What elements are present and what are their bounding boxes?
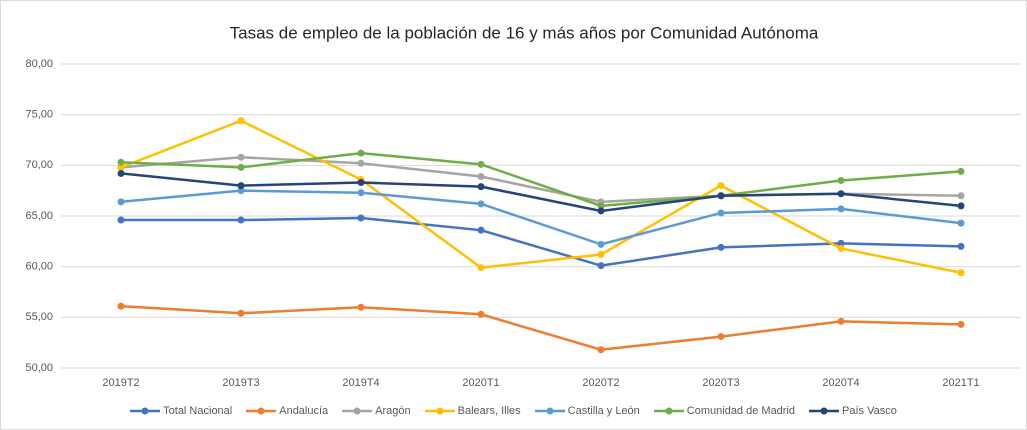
y-tick-label: 55,00 — [25, 311, 53, 323]
x-tick-label: 2020T2 — [582, 377, 619, 389]
point — [117, 198, 125, 206]
series-line — [120, 189, 962, 246]
point — [837, 190, 845, 198]
point — [477, 183, 485, 191]
point — [237, 216, 245, 224]
point — [237, 182, 245, 190]
legend-swatch — [534, 407, 565, 415]
chart-title: Tasas de empleo de la población de 16 y … — [230, 23, 819, 42]
point — [717, 333, 725, 341]
legend: Total Nacional Andalucía Aragón Balears, Il… — [0, 405, 1027, 417]
legend-label: Andalucía — [279, 405, 329, 417]
point — [597, 251, 605, 259]
y-tick-label: 75,00 — [25, 109, 53, 121]
point — [837, 177, 845, 185]
x-tick-label: 2019T2 — [102, 377, 139, 389]
series-line — [120, 151, 962, 208]
point — [357, 179, 365, 187]
x-tick-label: 2020T4 — [822, 377, 859, 389]
point — [957, 167, 965, 175]
point — [957, 192, 965, 200]
point — [597, 240, 605, 248]
legend-swatch — [809, 407, 840, 415]
point — [237, 309, 245, 317]
legend-item: Total Nacional — [130, 405, 232, 417]
point — [957, 219, 965, 227]
point — [357, 159, 365, 167]
legend-item: Castilla y León — [534, 405, 640, 417]
legend-label: Total Nacional — [163, 405, 233, 417]
point — [717, 182, 725, 190]
legend-label: Castilla y León — [567, 405, 640, 417]
legend-item: Comunidad de Madrid — [653, 405, 796, 417]
point — [477, 200, 485, 208]
x-tick-label: 2020T1 — [462, 377, 499, 389]
point — [357, 189, 365, 197]
point — [597, 207, 605, 215]
y-tick-label: 80,00 — [25, 58, 53, 70]
point — [117, 158, 125, 166]
point — [957, 202, 965, 210]
series-line — [120, 172, 962, 213]
point — [117, 169, 125, 177]
point — [357, 303, 365, 311]
legend-label: País Vasco — [842, 405, 897, 417]
x-tick-label: 2021T1 — [942, 377, 979, 389]
legend-swatch — [653, 407, 684, 415]
point — [117, 163, 125, 171]
point — [837, 317, 845, 325]
point — [237, 153, 245, 161]
point — [957, 269, 965, 277]
point — [477, 172, 485, 180]
point — [597, 262, 605, 270]
legend-swatch — [130, 407, 161, 415]
legend-swatch — [246, 407, 277, 415]
legend-swatch — [342, 407, 373, 415]
legend-label: Comunidad de Madrid — [686, 405, 796, 417]
legend-swatch — [424, 407, 455, 415]
legend-label: Aragón — [375, 405, 411, 417]
legend-item: Andalucía — [246, 405, 328, 417]
legend-item: Balears, Illes — [424, 405, 521, 417]
point — [477, 160, 485, 168]
y-tick-label: 50,00 — [25, 362, 53, 374]
point — [477, 264, 485, 272]
x-tick-label: 2019T4 — [342, 377, 379, 389]
series-line — [121, 216, 962, 267]
point — [237, 117, 245, 125]
point — [237, 187, 245, 195]
point — [837, 239, 845, 247]
point — [837, 244, 845, 252]
point — [957, 242, 965, 250]
point — [957, 320, 965, 328]
point — [357, 214, 365, 222]
point — [477, 226, 485, 234]
point — [717, 192, 725, 200]
y-tick-label: 60,00 — [25, 261, 53, 273]
point — [717, 243, 725, 251]
series-line — [120, 119, 962, 274]
point — [597, 346, 605, 354]
legend-label: Balears, Illes — [457, 405, 521, 417]
point — [597, 202, 605, 210]
point — [477, 310, 485, 318]
point — [837, 205, 845, 213]
legend-item: País Vasco — [809, 405, 897, 417]
series-line — [120, 304, 962, 352]
y-tick-label: 70,00 — [25, 159, 53, 171]
x-tick-label: 2020T3 — [702, 377, 739, 389]
point — [357, 149, 365, 157]
point — [117, 216, 125, 224]
y-tick-label: 65,00 — [25, 210, 53, 222]
point — [717, 209, 725, 217]
point — [117, 302, 125, 310]
point — [237, 163, 245, 171]
legend-item: Aragón — [342, 405, 411, 417]
x-tick-label: 2019T3 — [222, 377, 259, 389]
